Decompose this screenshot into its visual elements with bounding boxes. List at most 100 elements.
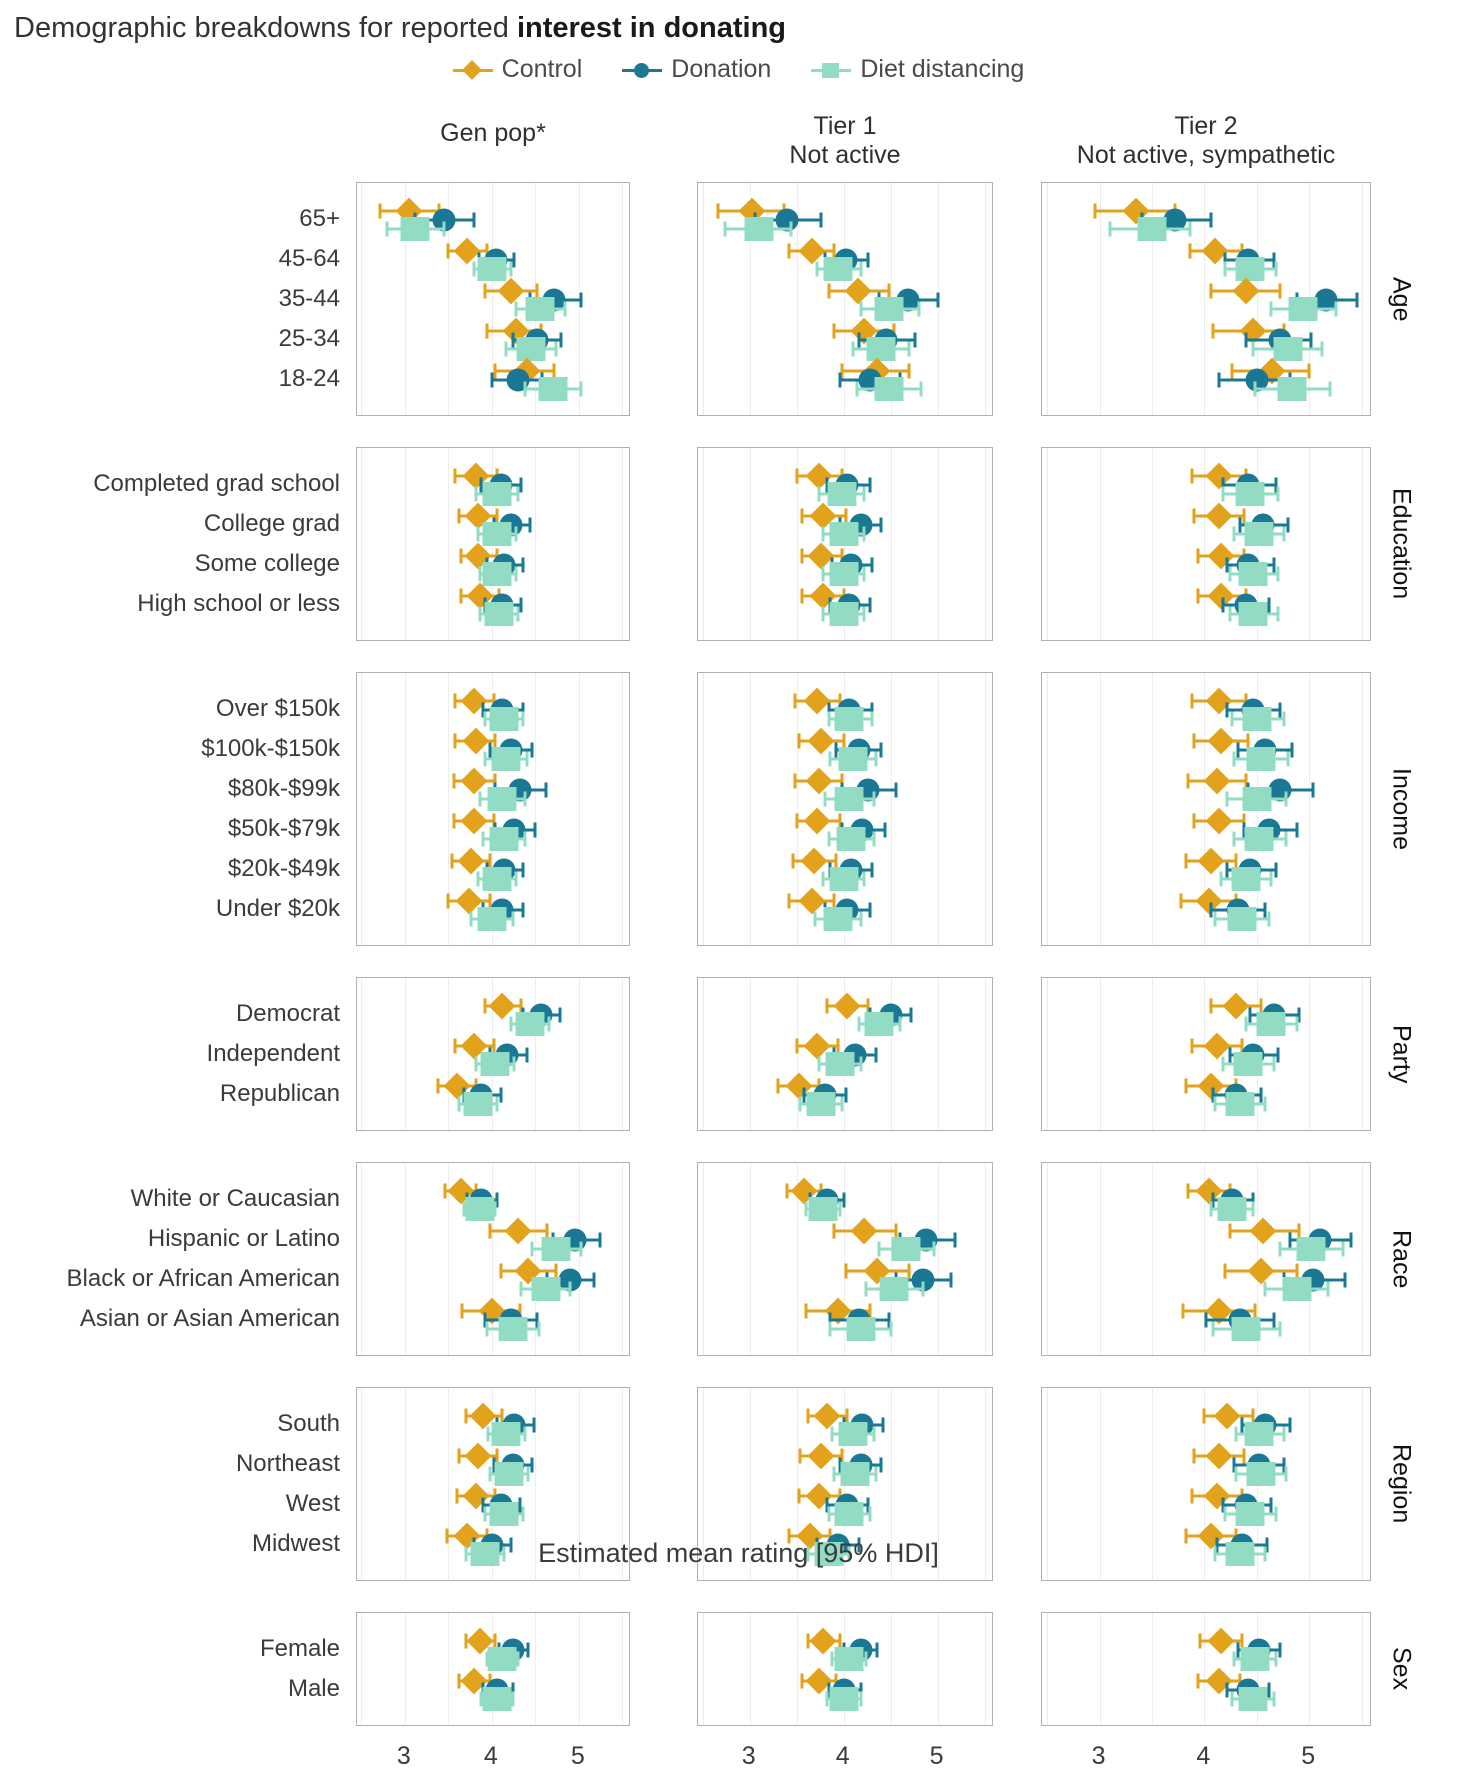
mean-marker-square-icon	[823, 257, 853, 281]
interval-cap	[492, 813, 496, 829]
interval-cap	[825, 477, 829, 493]
interval-cap	[913, 332, 917, 348]
interval-cap	[859, 1056, 863, 1072]
interval-cap	[502, 1546, 506, 1562]
mean-marker-diamond-icon	[844, 277, 872, 305]
interval-cap	[500, 1408, 504, 1424]
interval-cap	[1230, 711, 1234, 727]
interval-cap	[519, 477, 523, 493]
interval-cap	[836, 1038, 840, 1054]
gridline	[1361, 183, 1363, 415]
interval-cap	[455, 1488, 459, 1504]
gridline	[578, 448, 580, 640]
interval-cap	[1223, 252, 1227, 268]
legend-item-control[interactable]: Control	[452, 55, 582, 84]
interval-cap	[862, 486, 866, 502]
interval-cap	[785, 1183, 789, 1199]
interval-cap	[1184, 1528, 1188, 1544]
interval-cap	[514, 871, 518, 887]
interval-cap	[868, 597, 872, 613]
mean-marker-square-icon	[825, 1052, 855, 1076]
column-title-line2: Not active, sympathetic	[1076, 140, 1336, 169]
interval-cap	[462, 1201, 466, 1217]
interval-cap	[1236, 742, 1240, 758]
interval-cap	[1213, 911, 1217, 927]
mean-marker-square-icon	[836, 827, 866, 851]
mean-marker-square-icon	[1231, 1317, 1261, 1341]
y-axis-label: Female	[259, 1635, 340, 1662]
panel-party-col2	[697, 977, 993, 1131]
gridline	[984, 183, 986, 415]
interval-cap	[1228, 606, 1232, 622]
facet-strip-education: Education	[1387, 488, 1416, 600]
mean-marker-diamond-icon	[813, 1402, 841, 1430]
interval-cap	[516, 486, 520, 502]
gridline	[448, 448, 450, 640]
interval-cap	[898, 1016, 902, 1032]
interval-cap	[495, 508, 499, 524]
mean-marker-square-icon	[806, 1092, 836, 1116]
gridline	[1204, 1613, 1206, 1725]
mean-marker-circle-icon	[914, 1228, 938, 1252]
y-axis-label: Republican	[219, 1080, 340, 1107]
mean-marker-square-icon	[1246, 1462, 1276, 1486]
interval-cap	[1190, 693, 1194, 709]
mean-marker-square-icon	[1238, 562, 1268, 586]
gridline	[622, 673, 624, 945]
interval-cap	[579, 381, 583, 397]
mean-marker-square-icon	[838, 1422, 868, 1446]
mean-marker-square-icon	[834, 1647, 864, 1671]
interval-cap	[844, 1263, 848, 1279]
gridline	[404, 673, 406, 945]
interval-cap	[530, 742, 534, 758]
legend-item-donation[interactable]: Donation	[622, 55, 771, 84]
interval-cap	[478, 606, 482, 622]
mean-marker-square-icon	[477, 907, 507, 931]
gridline	[535, 448, 537, 640]
interval-cap	[1341, 1241, 1345, 1257]
mean-marker-square-icon	[400, 217, 430, 241]
mean-marker-square-icon	[1225, 1542, 1255, 1566]
interval-cap	[1284, 1466, 1288, 1482]
gridline	[404, 978, 406, 1130]
interval-cap	[1240, 1417, 1244, 1433]
interval-cap	[453, 693, 457, 709]
y-axis-label: $100k-$150k	[201, 735, 340, 762]
gridline	[984, 1613, 986, 1725]
interval-cap	[798, 1448, 802, 1464]
interval-cap	[1221, 486, 1225, 502]
interval-cap	[872, 831, 876, 847]
interval-cap	[840, 363, 844, 379]
gridline	[1047, 1613, 1049, 1725]
interval-cap	[855, 381, 859, 397]
gridline	[1361, 1163, 1363, 1355]
gridline	[1099, 673, 1101, 945]
mean-marker-diamond-icon	[1203, 1032, 1231, 1060]
interval-cap	[1225, 1682, 1229, 1698]
gridline	[937, 448, 939, 640]
mean-marker-square-icon	[829, 867, 859, 891]
interval-cap	[1209, 283, 1213, 299]
interval-cap	[894, 782, 898, 798]
gridline	[890, 673, 892, 945]
interval-cap	[493, 733, 497, 749]
interval-cap	[493, 363, 497, 379]
legend-item-diet-distancing[interactable]: Diet distancing	[811, 55, 1024, 84]
interval-cap	[932, 1241, 936, 1257]
gridline	[702, 1163, 704, 1355]
interval-cap	[547, 1016, 551, 1032]
interval-cap	[1186, 1183, 1190, 1199]
interval-cap	[832, 243, 836, 259]
interval-cap	[457, 1448, 461, 1464]
interval-cap	[830, 1651, 834, 1667]
mean-marker-square-icon	[1273, 337, 1303, 361]
facet-strip-age: Age	[1387, 276, 1416, 322]
mean-marker-square-icon	[487, 1647, 517, 1671]
interval-cap	[1188, 221, 1192, 237]
panel-age-col2	[697, 182, 993, 416]
gridline	[491, 1163, 493, 1355]
mean-marker-square-icon	[744, 217, 774, 241]
interval-cap	[874, 1466, 878, 1482]
interval-cap	[1284, 791, 1288, 807]
interval-cap	[523, 381, 527, 397]
